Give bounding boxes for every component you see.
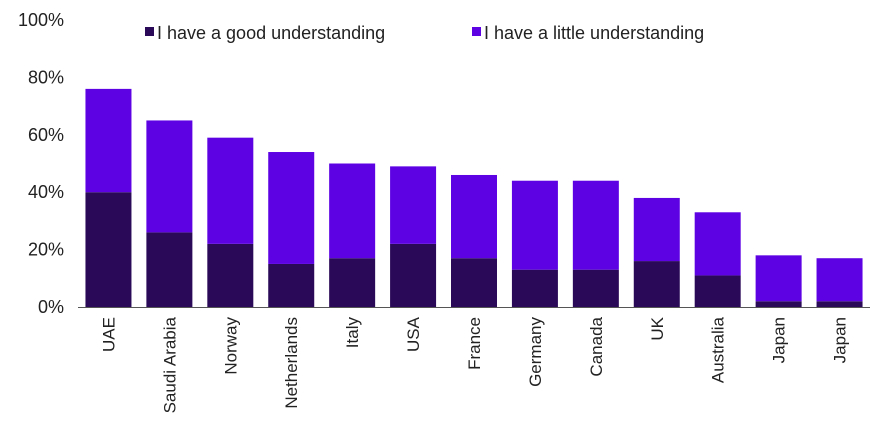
- bar-segment-little-understanding: [207, 137, 254, 244]
- bar-segment-little-understanding: [268, 152, 315, 264]
- y-tick-label: 0%: [38, 297, 64, 317]
- bar-segment-good-understanding: [85, 192, 132, 307]
- bar-segment-good-understanding: [694, 275, 741, 307]
- x-category-label: USA: [404, 316, 423, 352]
- x-category-label: Australia: [709, 316, 728, 383]
- bar-segment-little-understanding: [694, 212, 741, 276]
- bar-segment-good-understanding: [816, 301, 863, 307]
- bars: [85, 88, 863, 307]
- bar-segment-little-understanding: [572, 180, 619, 270]
- y-tick-label: 20%: [28, 240, 64, 260]
- bar-segment-good-understanding: [390, 243, 437, 307]
- bar-segment-good-understanding: [207, 243, 254, 307]
- y-tick-label: 60%: [28, 125, 64, 145]
- bar-segment-good-understanding: [451, 258, 497, 307]
- bar-segment-good-understanding: [146, 232, 193, 307]
- bar-segment-little-understanding: [511, 180, 558, 270]
- x-category-label: Japan: [770, 317, 789, 363]
- bar-segment-little-understanding: [451, 174, 497, 259]
- legend-label-little-understanding: I have a little understanding: [484, 23, 704, 43]
- bar-segment-good-understanding: [633, 261, 680, 307]
- bar-segment-good-understanding: [268, 263, 315, 307]
- x-category-label: UAE: [99, 317, 118, 352]
- bar-segment-little-understanding: [85, 88, 132, 193]
- y-tick-label: 80%: [28, 67, 64, 87]
- x-category-label: Norway: [221, 317, 240, 375]
- bar-segment-little-understanding: [755, 255, 802, 302]
- y-axis-tick-labels: 0% 20% 40% 60% 80% 100%: [18, 10, 64, 317]
- bar-segment-good-understanding: [329, 258, 376, 307]
- legend: I have a good understanding I have a lit…: [145, 23, 704, 43]
- bar-segment-good-understanding: [572, 269, 619, 307]
- bar-segment-little-understanding: [390, 166, 437, 244]
- bar-segment-little-understanding: [146, 120, 193, 233]
- x-category-label: Canada: [587, 316, 606, 376]
- y-tick-label: 40%: [28, 182, 64, 202]
- bar-segment-little-understanding: [329, 163, 376, 259]
- x-category-label: Germany: [526, 317, 545, 387]
- bar-segment-good-understanding: [755, 301, 802, 307]
- x-category-label: UK: [648, 316, 667, 340]
- legend-swatch-little-understanding: [472, 27, 481, 36]
- x-axis-category-labels: UAE Saudi Arabia Norway Netherlands Italy USA…: [99, 316, 849, 413]
- x-category-label: Netherlands: [282, 317, 301, 409]
- legend-label-good-understanding: I have a good understanding: [157, 23, 385, 43]
- x-category-label: Saudi Arabia: [160, 316, 179, 413]
- bar-segment-little-understanding: [816, 258, 863, 302]
- legend-swatch-good-understanding: [145, 27, 154, 36]
- x-category-label: Italy: [343, 317, 362, 349]
- bar-segment-little-understanding: [633, 197, 680, 262]
- x-category-label: France: [465, 317, 484, 370]
- bar-segment-good-understanding: [511, 269, 558, 307]
- y-tick-label: 100%: [18, 10, 64, 30]
- x-category-label: Japan: [831, 317, 850, 363]
